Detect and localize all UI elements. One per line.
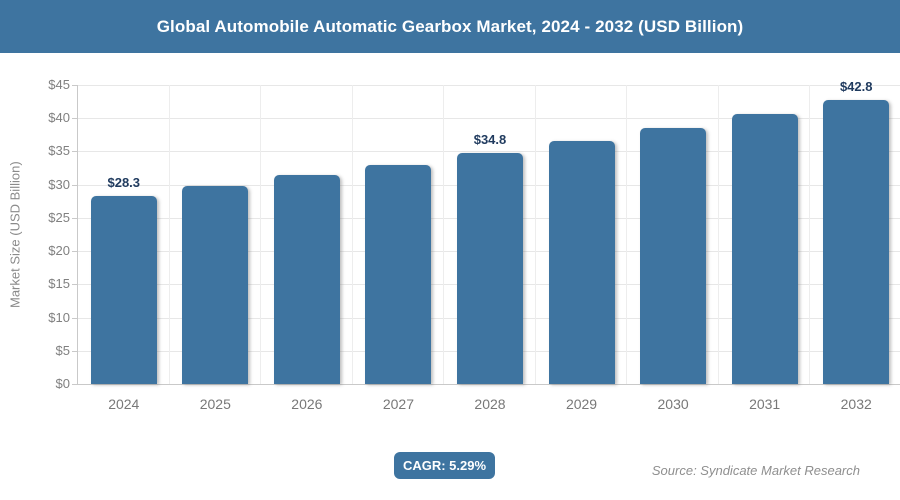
x-tick-label: 2026	[291, 396, 323, 412]
x-tick-label: 2028	[474, 396, 506, 412]
source-attribution: Source: Syndicate Market Research	[651, 463, 860, 478]
x-tick-label: 2027	[382, 396, 414, 412]
cagr-badge: CAGR: 5.29%	[394, 452, 495, 479]
y-tick-mark	[72, 251, 77, 253]
x-tick-label: 2024	[108, 396, 140, 412]
chart-title-bar: Global Automobile Automatic Gearbox Mark…	[0, 0, 900, 53]
bar-value-label: $42.8	[839, 78, 873, 94]
bar	[182, 185, 249, 384]
bar-value-label: $34.8	[473, 131, 507, 147]
y-tick-label: $45	[48, 77, 70, 92]
x-tick-label: 2029	[565, 396, 598, 412]
y-tick-label: $20	[48, 243, 70, 259]
y-tick-mark	[72, 284, 77, 286]
bar	[90, 195, 157, 384]
v-gridline	[809, 85, 811, 384]
x-tick-label: 2025	[199, 396, 231, 412]
bar	[365, 164, 432, 384]
v-gridline	[443, 85, 445, 384]
y-tick-label: $5	[55, 342, 70, 358]
v-gridline	[168, 85, 170, 384]
chart-title: Global Automobile Automatic Gearbox Mark…	[156, 16, 744, 36]
bar-value-label: $28.3	[107, 174, 141, 190]
h-gridline	[78, 151, 900, 153]
y-tick-mark	[72, 384, 77, 385]
y-tick-label: $0	[55, 376, 70, 391]
bar	[548, 140, 615, 384]
y-tick-mark	[72, 350, 77, 352]
v-gridline	[260, 85, 262, 384]
v-gridline	[626, 85, 628, 384]
h-gridline	[78, 85, 900, 86]
x-tick-label: 2031	[749, 396, 781, 412]
y-tick-mark	[72, 118, 77, 120]
y-tick-label: $40	[48, 110, 70, 126]
y-tick-label: $10	[48, 309, 70, 325]
y-tick-label: $30	[48, 176, 70, 192]
y-tick-label: $35	[48, 143, 70, 159]
v-gridline	[534, 85, 536, 384]
h-gridline	[78, 118, 900, 120]
v-gridline	[351, 85, 353, 384]
bar	[273, 175, 340, 384]
y-tick-mark	[72, 217, 77, 219]
y-tick-label: $15	[48, 276, 70, 292]
bar	[457, 152, 523, 384]
x-tick-label: 2030	[657, 396, 689, 412]
bar	[731, 114, 798, 384]
y-tick-mark	[72, 151, 77, 153]
y-tick-label: $25	[48, 209, 70, 225]
y-tick-mark	[72, 85, 77, 86]
bar	[640, 127, 707, 384]
y-axis-title: Market Size (USD Billion)	[7, 161, 23, 308]
v-gridline	[717, 85, 719, 384]
plot-area: $0 $5 $10 $15 $20 $25 $30 $35 $40 $45 2024 $28.3 202…	[48, 77, 900, 412]
bar	[823, 99, 890, 384]
x-tick-label: 2032	[840, 396, 872, 412]
y-tick-mark	[72, 184, 77, 186]
y-tick-mark	[72, 317, 77, 319]
